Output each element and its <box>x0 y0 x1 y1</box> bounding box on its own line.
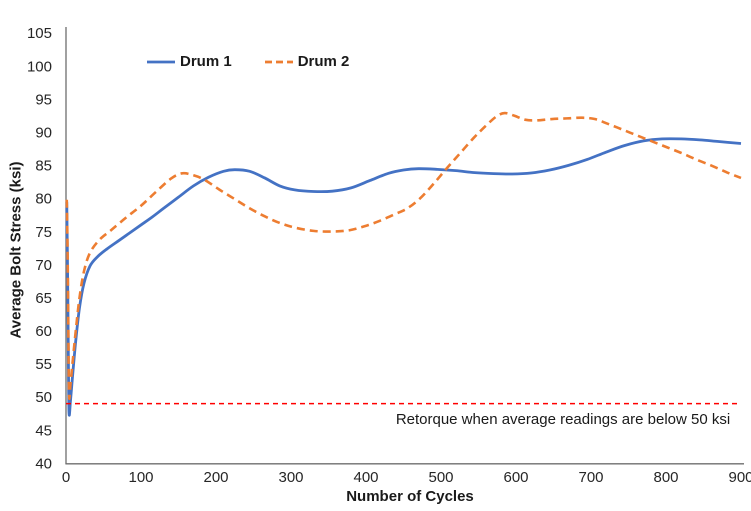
drum-1-line-swatch <box>147 60 175 63</box>
y-tick-label: 90 <box>35 124 52 141</box>
x-tick-label: 400 <box>353 469 378 486</box>
x-tick-label: 900 <box>728 469 751 486</box>
x-tick-label: 0 <box>62 469 70 486</box>
x-tick-label: 600 <box>503 469 528 486</box>
legend-item-drum-1: Drum 1 <box>147 53 232 70</box>
x-tick-label: 300 <box>278 469 303 486</box>
y-tick-label: 70 <box>35 257 52 274</box>
series-line-drum-2 <box>65 111 742 401</box>
drum-2-line-swatch <box>264 60 293 63</box>
legend: Drum 1 Drum 2 <box>147 53 349 70</box>
y-tick-label: 65 <box>35 290 52 307</box>
x-tick-label: 800 <box>653 469 678 486</box>
y-tick-label: 75 <box>35 224 52 241</box>
legend-item-drum-2: Drum 2 <box>264 53 350 70</box>
y-tick-label: 105 <box>27 25 52 42</box>
y-tick-label: 55 <box>35 356 52 373</box>
y-tick-label: 50 <box>35 389 52 406</box>
x-tick-label: 200 <box>203 469 228 486</box>
y-tick-label: 95 <box>35 91 52 108</box>
y-axis-title: Average Bolt Stress (ksi) <box>7 161 25 339</box>
x-tick-label: 100 <box>128 469 153 486</box>
legend-label-drum-1: Drum 1 <box>180 53 232 70</box>
series-line-drum-1 <box>65 137 742 417</box>
y-tick-label: 85 <box>35 158 52 175</box>
y-tick-label: 100 <box>27 58 52 75</box>
x-axis-title: Number of Cycles <box>346 488 474 505</box>
x-tick-label: 700 <box>578 469 603 486</box>
x-tick-label: 500 <box>428 469 453 486</box>
y-tick-label: 45 <box>35 422 52 439</box>
retorque-annotation: Retorque when average readings are below… <box>395 411 731 428</box>
y-tick-label: 80 <box>35 191 52 208</box>
y-tick-label: 40 <box>35 455 52 472</box>
y-tick-label: 60 <box>35 323 52 340</box>
legend-label-drum-2: Drum 2 <box>297 53 350 70</box>
